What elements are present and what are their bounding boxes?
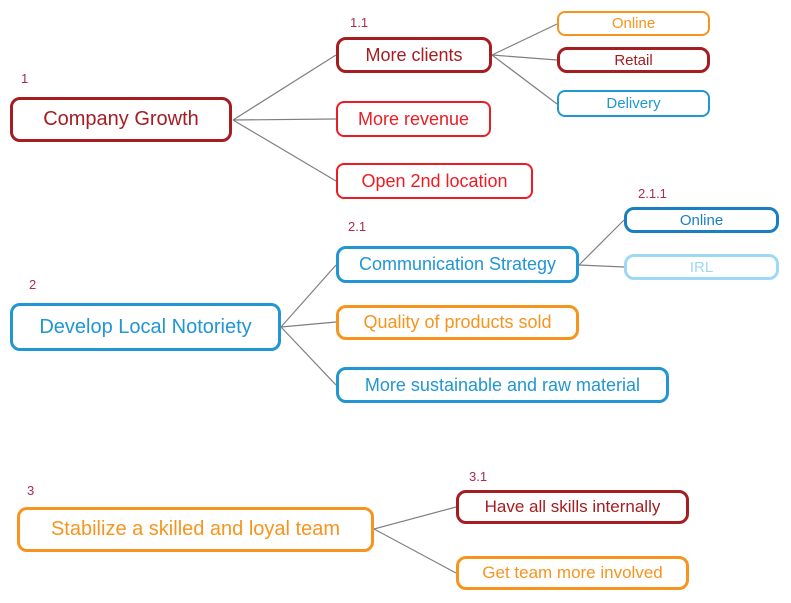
node-index-label: 3.1 [469, 469, 488, 484]
node-online-communication[interactable]: Online [624, 207, 779, 233]
node-team-involved[interactable]: Get team more involved [456, 556, 689, 590]
node-index-label: 1.1 [350, 15, 369, 30]
connector-line [373, 528, 457, 574]
node-quality-of-products[interactable]: Quality of products sold [336, 305, 579, 340]
connector-line [232, 119, 337, 182]
node-sustainable-material[interactable]: More sustainable and raw material [336, 367, 669, 403]
node-index-label: 3 [27, 483, 35, 498]
connector-line [373, 506, 457, 530]
node-index-label: 1 [21, 71, 29, 86]
node-more-clients[interactable]: More clients [336, 37, 492, 73]
node-delivery[interactable]: Delivery [557, 90, 710, 117]
connector-line [578, 264, 625, 268]
connector-line [232, 118, 337, 121]
node-stabilize-team[interactable]: Stabilize a skilled and loyal team [17, 507, 374, 552]
connector-line [280, 326, 337, 386]
node-company-growth[interactable]: Company Growth [10, 97, 232, 142]
connector-line [491, 54, 558, 61]
connector-line [280, 264, 337, 328]
node-open-2nd-location[interactable]: Open 2nd location [336, 163, 533, 199]
node-communication-strategy[interactable]: Communication Strategy [336, 246, 579, 283]
connector-line [280, 321, 337, 328]
connector-line [491, 54, 558, 105]
node-index-label: 2.1 [348, 219, 367, 234]
node-more-revenue[interactable]: More revenue [336, 101, 491, 137]
connector-line [491, 23, 558, 56]
node-skills-internally[interactable]: Have all skills internally [456, 490, 689, 524]
node-develop-local-notoriety[interactable]: Develop Local Notoriety [10, 303, 281, 351]
node-index-label: 2.1.1 [638, 186, 667, 201]
node-retail[interactable]: Retail [557, 47, 710, 73]
connector-line [578, 219, 625, 266]
node-index-label: 2 [29, 277, 37, 292]
node-irl[interactable]: IRL [624, 254, 779, 280]
node-online-clients[interactable]: Online [557, 11, 710, 36]
connector-line [232, 54, 337, 121]
